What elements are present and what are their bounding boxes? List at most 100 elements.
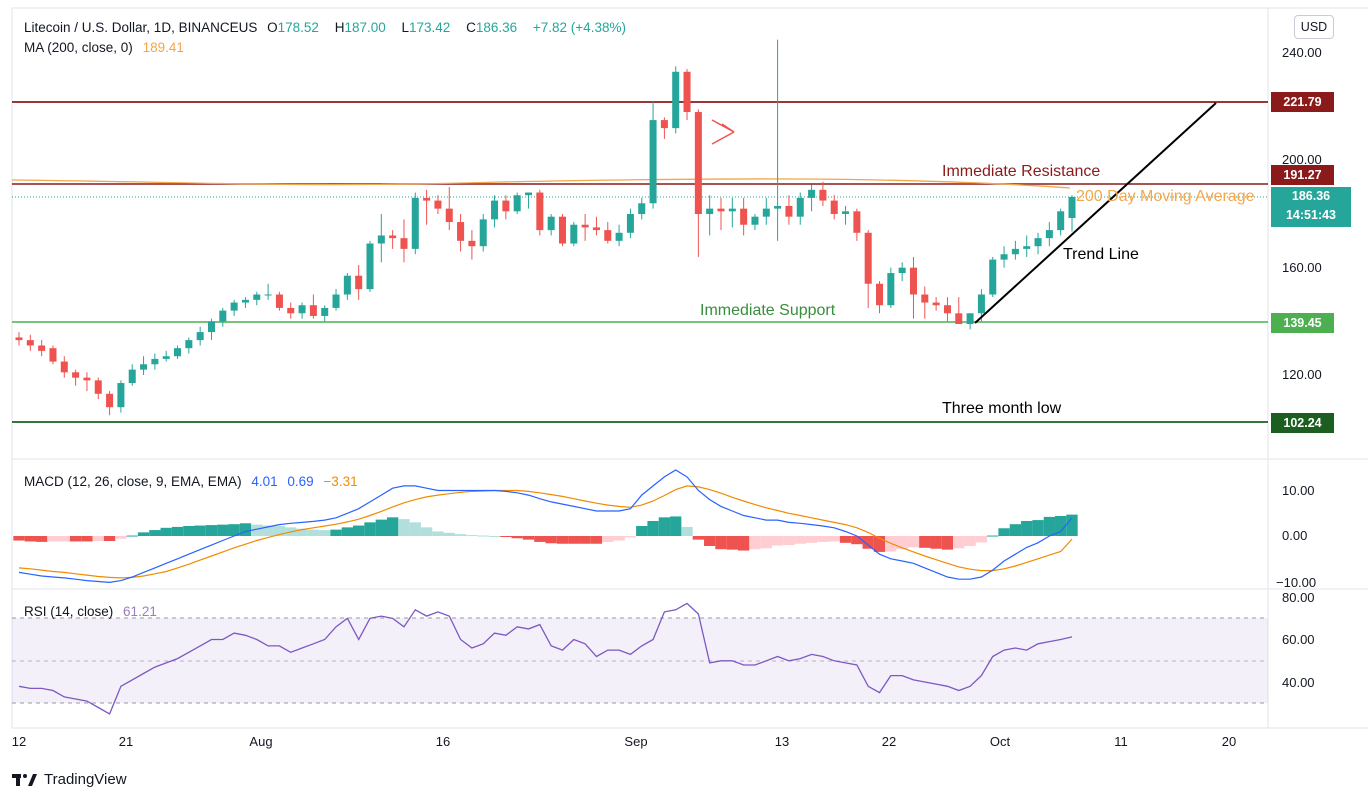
macd-histogram-bar	[692, 536, 705, 540]
brand-name: TradingView	[44, 771, 127, 788]
candle-body	[117, 383, 125, 408]
candle-body	[513, 195, 521, 212]
candle-body	[672, 71, 680, 129]
candle-body	[298, 305, 306, 314]
candle-body	[479, 219, 487, 247]
candle-body	[491, 200, 499, 220]
signal-line	[18, 485, 1073, 579]
macd-histogram-bar	[534, 536, 546, 542]
ma-legend[interactable]: MA (200, close, 0) 189.41	[24, 40, 190, 55]
candle-body	[830, 200, 838, 214]
candle-body	[547, 216, 555, 231]
symbol-title: Litecoin / U.S. Dollar, 1D, BINANCEUS	[24, 20, 258, 35]
macd-histogram-bar	[488, 536, 501, 537]
macd-histogram-bar	[670, 516, 682, 536]
macd-histogram-bar	[590, 536, 603, 544]
macd-histogram-bar	[251, 524, 263, 536]
annotation-immediate-support: Immediate Support	[700, 302, 836, 319]
candle-body	[932, 302, 940, 306]
price-tag-support: 139.45	[1271, 313, 1334, 333]
candle-body	[989, 259, 997, 295]
macd-histogram-bar	[975, 536, 988, 543]
candle-body	[366, 243, 374, 290]
macd-histogram-bar	[171, 526, 184, 536]
x-axis-label: 12	[11, 734, 27, 749]
price-tag-221: 221.79	[1271, 92, 1334, 112]
macd-label: MACD (12, 26, close, 9, EMA, EMA)	[24, 474, 242, 489]
macd-histogram-bar	[602, 536, 614, 542]
currency-button[interactable]: USD	[1294, 15, 1334, 39]
candle-body	[343, 275, 351, 295]
candle-body	[853, 211, 861, 233]
macd-histogram-bar	[511, 536, 523, 539]
candle-body	[253, 294, 261, 300]
candle-body	[72, 372, 80, 378]
candle-body	[864, 232, 872, 284]
macd-histogram-bar	[862, 536, 874, 549]
candle-body	[604, 230, 612, 241]
candles	[15, 39, 1076, 416]
candle-body	[694, 112, 702, 214]
macd-histogram-bar	[47, 536, 59, 542]
ohlc-low: L173.42	[402, 20, 457, 35]
macd-histogram-bar	[794, 536, 806, 544]
macd-axis-label: −10.00	[1276, 575, 1317, 590]
macd-histogram-bar	[375, 519, 387, 536]
candle-body	[1068, 196, 1076, 218]
macd-histogram-bar	[115, 536, 127, 539]
candle-body	[558, 216, 566, 244]
x-axis-label: 16	[435, 734, 451, 749]
candle-body	[264, 294, 272, 296]
candle-body	[819, 189, 827, 201]
macd-histogram-bar	[24, 536, 36, 542]
macd-histogram-bar	[409, 522, 421, 536]
macd-histogram-bar	[296, 528, 308, 536]
macd-histogram-bar	[1009, 524, 1022, 536]
macd-histogram-bar	[817, 536, 829, 542]
x-axis-label: 20	[1221, 734, 1237, 749]
open-label: O	[267, 20, 278, 35]
macd-histogram-bar	[930, 536, 942, 549]
candle-body	[207, 321, 215, 333]
price-pane	[12, 39, 1268, 423]
candle-body	[649, 120, 657, 204]
macd-histogram-bar	[228, 524, 240, 536]
candle-body	[921, 294, 929, 303]
chart-header: Litecoin / U.S. Dollar, 1D, BINANCEUS O1…	[24, 20, 632, 35]
macd-histogram-bar	[726, 536, 738, 550]
candle-body	[1000, 254, 1008, 260]
candle-body	[355, 275, 363, 290]
macd-histogram-bar	[183, 525, 195, 536]
macd-histogram-bar	[851, 536, 863, 545]
signal-value: 0.69	[287, 474, 314, 489]
macd-histogram-bar	[364, 522, 376, 536]
rsi-label: RSI (14, close)	[24, 604, 114, 619]
candle-body	[581, 224, 589, 228]
open-value: 178.52	[277, 20, 319, 35]
candle-body	[332, 294, 340, 308]
candle-body	[151, 358, 159, 365]
macd-histogram-bar	[907, 536, 920, 548]
macd-histogram-bar	[466, 535, 478, 537]
x-axis-label: 13	[774, 734, 790, 749]
x-axis-label: Aug	[249, 734, 273, 749]
macd-legend[interactable]: MACD (12, 26, close, 9, EMA, EMA) 4.01 0…	[24, 474, 364, 489]
macd-histogram-bar	[636, 525, 648, 536]
x-axis-label: 22	[881, 734, 897, 749]
candle-body	[1057, 211, 1065, 231]
candle-body	[94, 380, 102, 394]
tradingview-logo[interactable]: TradingView	[12, 771, 127, 788]
ma-value: 189.41	[142, 40, 184, 55]
annotation-immediate-resistance: Immediate Resistance	[942, 163, 1101, 180]
macd-histogram-bar	[783, 536, 795, 546]
high-value: 187.00	[344, 20, 386, 35]
rsi-legend[interactable]: RSI (14, close) 61.21	[24, 604, 163, 619]
price-axis-label: 120.00	[1282, 367, 1322, 382]
rsi-axis-label: 80.00	[1282, 590, 1315, 605]
macd-histogram-bar	[398, 519, 410, 536]
trend-line	[974, 102, 1217, 324]
candle-body	[60, 361, 68, 373]
candle-body	[377, 235, 385, 244]
macd-line	[18, 469, 1073, 584]
